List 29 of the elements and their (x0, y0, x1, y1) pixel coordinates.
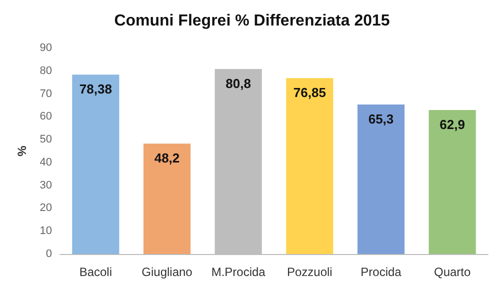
x-tick-label: Giugliano (142, 265, 193, 279)
bar (143, 144, 191, 254)
y-tick-label: 30 (40, 179, 52, 192)
y-tick-label: 10 (40, 225, 52, 238)
data-label: 76,85 (293, 85, 326, 100)
data-label: 80,8 (226, 76, 251, 92)
bar (286, 78, 334, 254)
x-tick-label: Bacoli (79, 265, 112, 279)
bar (357, 104, 405, 254)
x-tick-label: Quarto (434, 265, 471, 279)
y-tick-label: 20 (40, 202, 52, 214)
chart-title: Comuni Flegrei % Differenziata 2015 (114, 12, 390, 30)
data-label: 48,2 (154, 150, 180, 166)
data-label: 78,38 (79, 82, 112, 97)
y-tick-label: 70 (40, 88, 52, 100)
bar (428, 110, 476, 254)
bar (72, 74, 120, 254)
y-tick-label: 40 (40, 156, 52, 168)
x-tick-label: Procida (360, 265, 402, 279)
y-tick-label: 60 (40, 110, 52, 123)
y-tick-label: 0 (46, 248, 52, 260)
y-tick-label: 50 (40, 134, 52, 146)
y-tick-label: 80 (40, 64, 52, 77)
x-tick-label: M.Procida (211, 265, 266, 279)
y-tick-label: 90 (40, 42, 52, 54)
x-tick-label: Pozzuoli (286, 265, 332, 279)
data-label: 62,9 (440, 117, 465, 132)
y-axis-title: % (15, 145, 29, 156)
data-label: 65,3 (368, 112, 394, 127)
